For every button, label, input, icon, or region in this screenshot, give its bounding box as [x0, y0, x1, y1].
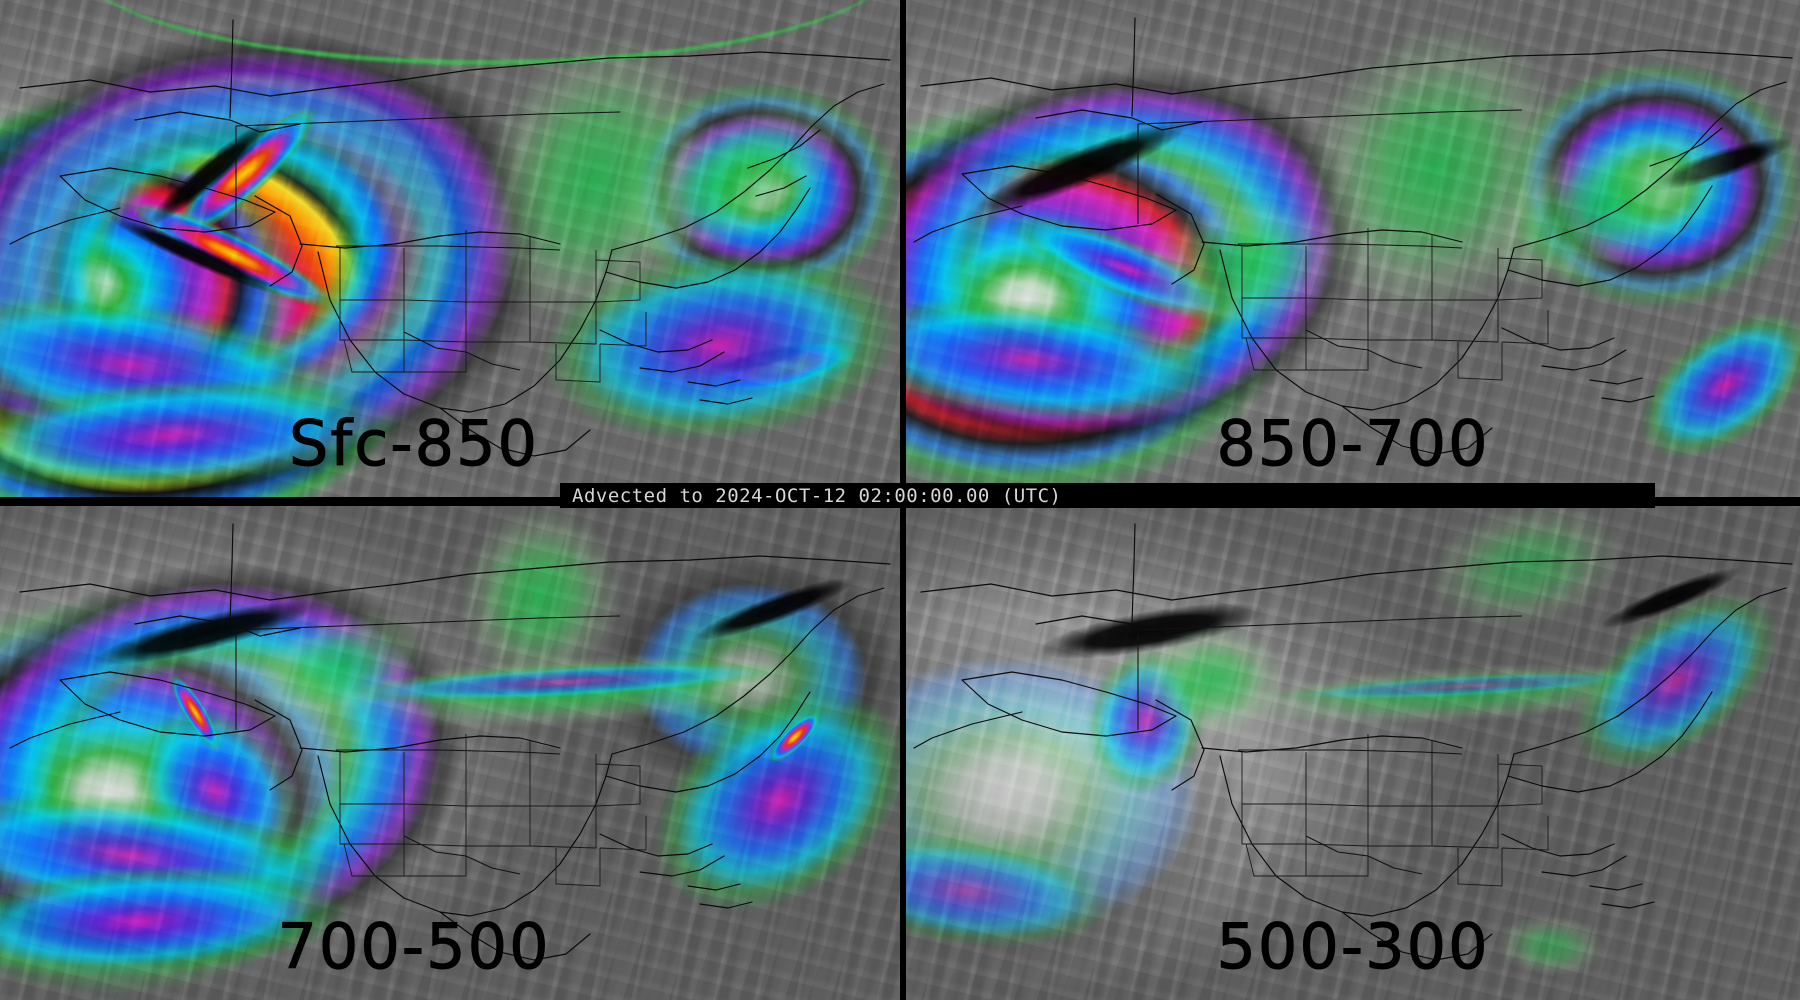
panel-700-500[interactable]: 700-500 — [0, 506, 900, 1000]
timestamp-text: Advected to 2024-OCT-12 02:00:00.00 (UTC… — [572, 484, 1062, 507]
panel-sfc-850[interactable]: Sfc-850 — [0, 0, 900, 497]
panel-500-300[interactable]: 500-300 — [906, 506, 1800, 1000]
panel-label-sfc-850: Sfc-850 — [289, 407, 539, 480]
panel-label-700-500: 700-500 — [277, 910, 551, 983]
panel-label-850-700: 850-700 — [1216, 407, 1490, 480]
panel-850-700[interactable]: 850-700 — [906, 0, 1800, 497]
timestamp-bar: Advected to 2024-OCT-12 02:00:00.00 (UTC… — [560, 483, 1655, 508]
panel-label-500-300: 500-300 — [1216, 910, 1490, 983]
